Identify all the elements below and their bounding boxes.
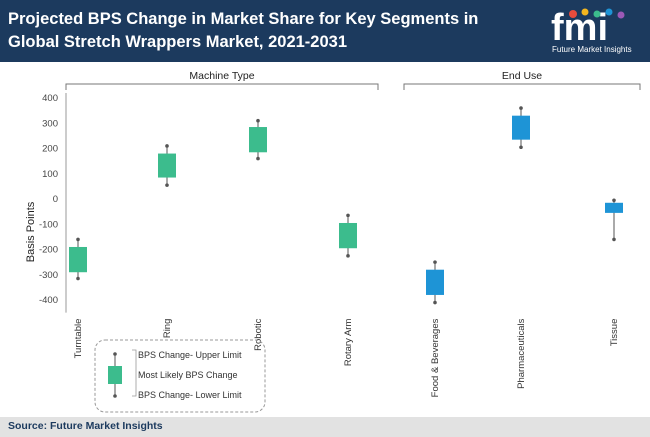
x-category-label: Rotary Arm xyxy=(343,319,354,367)
logo-dot-2 xyxy=(581,8,589,16)
lower-limit-point xyxy=(519,145,523,150)
box xyxy=(426,269,444,295)
lower-limit-point xyxy=(165,183,169,187)
box xyxy=(69,246,87,273)
y-tick-label: 400 xyxy=(42,93,58,104)
box-chart: Machine Type End Use 400 300 200 100 0 -100 -20… xyxy=(25,70,641,413)
chart-title: Projected BPS Change in Market Share for… xyxy=(8,10,479,51)
logo-dot-1 xyxy=(569,10,577,18)
legend-likely-label: Most Likely BPS Change xyxy=(138,370,238,380)
x-category-label: Ring xyxy=(162,319,173,339)
group-bracket xyxy=(403,83,641,90)
group-label: Machine Type xyxy=(189,70,254,82)
y-tick-label: 300 xyxy=(42,118,58,129)
fmi-logo: fmi xyxy=(551,7,625,49)
lower-limit-point xyxy=(256,156,260,161)
legend-connector xyxy=(132,349,137,397)
y-tick-label: -200 xyxy=(39,245,58,256)
x-category-label: Turntable xyxy=(73,319,84,359)
box xyxy=(339,222,357,249)
box xyxy=(249,127,267,153)
legend-upper-label: BPS Change- Upper Limit xyxy=(138,350,242,360)
y-tick-label: 0 xyxy=(53,194,58,205)
upper-limit-point xyxy=(165,144,169,148)
upper-limit-point xyxy=(256,118,260,123)
y-tick-label: -300 xyxy=(39,270,58,281)
legend-lower-dot xyxy=(113,394,117,398)
box-series xyxy=(69,106,623,305)
y-tick-label: -400 xyxy=(39,295,58,306)
box xyxy=(605,202,623,213)
header-bar: Projected BPS Change in Market Share for… xyxy=(0,0,650,62)
upper-limit-point xyxy=(612,198,616,203)
box xyxy=(158,153,176,178)
x-category-label: Pharmaceuticals xyxy=(516,318,527,388)
lower-limit-point xyxy=(433,300,437,305)
y-tick-label: 100 xyxy=(42,169,58,180)
logo-dot-5 xyxy=(617,11,625,19)
logo-dot-4 xyxy=(605,8,613,16)
lower-limit-point xyxy=(346,254,350,258)
x-category-label: Food & Beverages xyxy=(430,318,441,397)
lower-limit-point xyxy=(612,237,616,242)
x-axis-categories: Turntable Ring Robotic Rotary Arm Food & Bev… xyxy=(73,318,620,397)
group-bracket xyxy=(65,83,379,90)
footer-bar: Source: Future Market Insights xyxy=(0,417,650,437)
logo-subtext: Future Market Insights xyxy=(552,45,632,54)
upper-limit-point xyxy=(433,260,437,264)
lower-limit-point xyxy=(76,276,80,281)
legend-frame xyxy=(94,339,266,413)
source-text: Source: Future Market Insights xyxy=(8,420,163,432)
y-tick-label: 200 xyxy=(42,144,58,155)
legend-box xyxy=(108,366,122,384)
legend-upper-dot xyxy=(113,352,117,356)
upper-limit-point xyxy=(76,237,80,242)
legend: BPS Change- Upper Limit Most Likely BPS … xyxy=(94,339,266,413)
logo-dot-3 xyxy=(593,10,601,18)
y-tick-label: -100 xyxy=(39,219,58,230)
y-axis: 400 300 200 100 0 -100 -200 -300 -400 xyxy=(39,92,67,313)
box xyxy=(512,115,530,140)
upper-limit-point xyxy=(346,213,350,218)
upper-limit-point xyxy=(519,106,523,110)
legend-lower-label: BPS Change- Lower Limit xyxy=(138,390,242,400)
y-axis-label: Basis Points xyxy=(25,201,37,262)
x-category-label: Robotic xyxy=(253,318,264,350)
group-brackets: Machine Type End Use xyxy=(65,70,641,90)
x-category-label: Tissue xyxy=(609,319,620,347)
group-label: End Use xyxy=(502,70,542,82)
